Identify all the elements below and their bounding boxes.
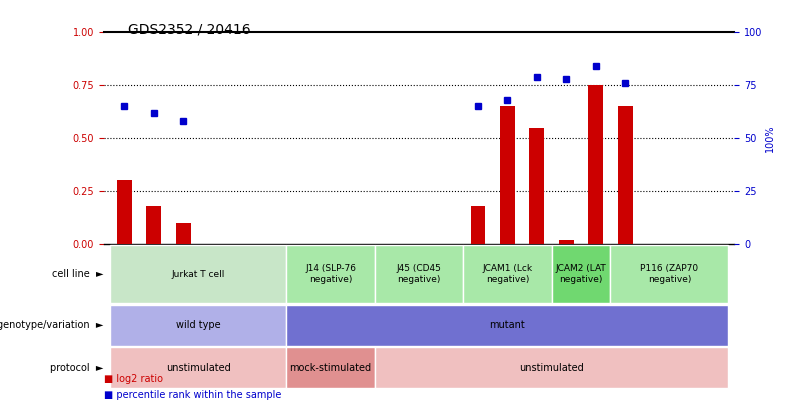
Y-axis label: 100%: 100% bbox=[765, 124, 775, 152]
FancyBboxPatch shape bbox=[375, 245, 463, 303]
Bar bbox=[117, 180, 132, 244]
Text: ■ percentile rank within the sample: ■ percentile rank within the sample bbox=[104, 390, 281, 400]
FancyBboxPatch shape bbox=[610, 245, 729, 303]
Bar bbox=[147, 206, 161, 244]
Bar bbox=[618, 107, 633, 244]
FancyBboxPatch shape bbox=[109, 305, 286, 346]
FancyBboxPatch shape bbox=[551, 245, 610, 303]
Bar bbox=[529, 128, 544, 244]
Text: Jurkat T cell: Jurkat T cell bbox=[172, 269, 225, 279]
FancyBboxPatch shape bbox=[286, 245, 375, 303]
FancyBboxPatch shape bbox=[109, 245, 286, 303]
Text: genotype/variation  ►: genotype/variation ► bbox=[0, 320, 104, 330]
Text: JCAM2 (LAT
negative): JCAM2 (LAT negative) bbox=[555, 264, 606, 284]
Text: GDS2352 / 20416: GDS2352 / 20416 bbox=[128, 22, 251, 36]
Text: mock-stimulated: mock-stimulated bbox=[290, 362, 372, 373]
Bar bbox=[176, 223, 191, 244]
Bar bbox=[559, 240, 574, 244]
Text: unstimulated: unstimulated bbox=[519, 362, 584, 373]
Text: mutant: mutant bbox=[489, 320, 525, 330]
Text: ■ log2 ratio: ■ log2 ratio bbox=[104, 374, 163, 384]
Bar bbox=[588, 85, 603, 244]
FancyBboxPatch shape bbox=[375, 347, 729, 388]
Text: J45 (CD45
negative): J45 (CD45 negative) bbox=[397, 264, 441, 284]
FancyBboxPatch shape bbox=[286, 305, 729, 346]
Bar bbox=[471, 206, 485, 244]
Text: J14 (SLP-76
negative): J14 (SLP-76 negative) bbox=[305, 264, 356, 284]
Text: wild type: wild type bbox=[176, 320, 220, 330]
Text: JCAM1 (Lck
negative): JCAM1 (Lck negative) bbox=[482, 264, 532, 284]
FancyBboxPatch shape bbox=[463, 245, 551, 303]
FancyBboxPatch shape bbox=[286, 347, 375, 388]
Text: cell line  ►: cell line ► bbox=[52, 269, 104, 279]
Text: protocol  ►: protocol ► bbox=[50, 362, 104, 373]
Text: unstimulated: unstimulated bbox=[166, 362, 231, 373]
Bar bbox=[500, 107, 515, 244]
Text: P116 (ZAP70
negative): P116 (ZAP70 negative) bbox=[640, 264, 698, 284]
FancyBboxPatch shape bbox=[109, 347, 286, 388]
